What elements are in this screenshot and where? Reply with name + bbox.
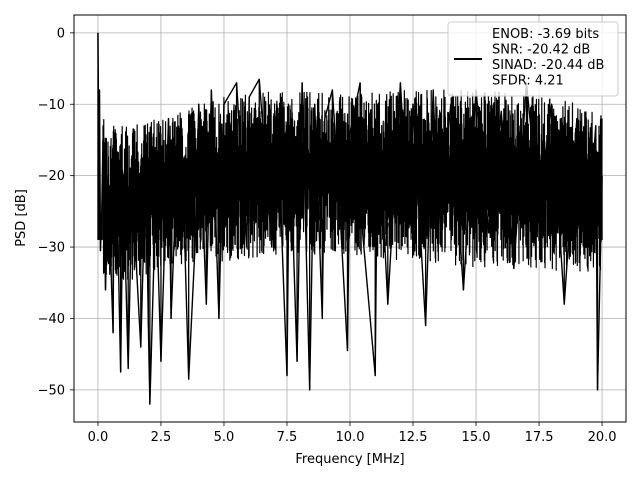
x-tick-label: 20.0 — [588, 430, 617, 445]
legend-box — [447, 21, 619, 97]
ticks: 0.0 2.5 5.0 7.5 10.0 12.5 15.0 17.5 20.0 0 −10 −20 −… — [38, 26, 617, 445]
y-axis-title: PSD [dB] — [14, 189, 29, 247]
legend-label: ENOB: -3.69 bits SNR: -20.42 dB SINAD: -20… — [492, 27, 604, 89]
series-layer — [97, 32, 603, 405]
y-tick-label: −30 — [38, 241, 65, 256]
y-tick-label: 0 — [57, 26, 65, 41]
legend: ENOB: -3.69 bits SNR: -20.42 dB SINAD: -20… — [447, 21, 619, 97]
legend-line-text: SINAD: -20.44 dB — [492, 58, 604, 73]
x-axis-title: Frequency [MHz] — [295, 452, 404, 467]
x-tick-label: 12.5 — [399, 430, 428, 445]
x-tick-label: 2.5 — [151, 430, 172, 445]
x-tick-label: 7.5 — [277, 430, 298, 445]
y-tick-label: −50 — [38, 383, 65, 398]
x-tick-label: 10.0 — [336, 430, 365, 445]
legend-line-text: SNR: -20.42 dB — [492, 43, 590, 58]
y-tick-label: −40 — [38, 312, 65, 327]
legend-line-text: SFDR: 4.21 — [492, 74, 564, 89]
legend-line-text: ENOB: -3.69 bits — [492, 27, 599, 42]
x-tick-label: 17.5 — [525, 430, 554, 445]
series-noise-trace — [102, 89, 603, 280]
x-tick-label: 0.0 — [88, 430, 109, 445]
x-tick-label: 15.0 — [462, 430, 491, 445]
y-tick-label: −20 — [38, 169, 65, 184]
y-tick-label: −10 — [38, 98, 65, 113]
x-tick-label: 5.0 — [214, 430, 235, 445]
